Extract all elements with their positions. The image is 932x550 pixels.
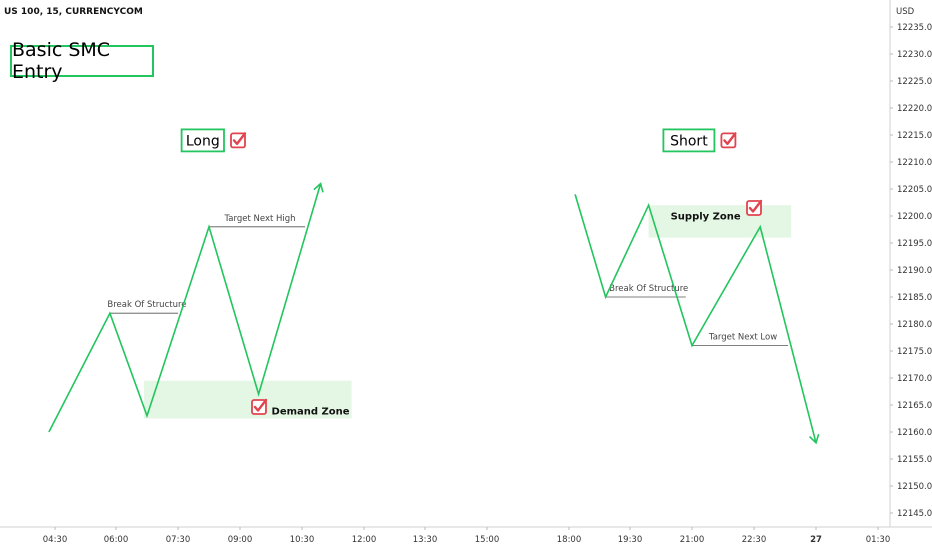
- series-arrow-head: [808, 433, 820, 445]
- x-tick-label: 27: [810, 535, 822, 545]
- chart-title-box: Basic SMC Entry: [10, 39, 154, 83]
- x-tick-label: 21:00: [680, 535, 705, 545]
- check-icon-mark: [748, 199, 763, 213]
- x-tick-label: 06:00: [104, 535, 129, 545]
- zone-label: Demand Zone: [272, 407, 350, 418]
- y-tick-label: 12210.0: [897, 158, 932, 168]
- x-tick-label: 18:00: [557, 535, 582, 545]
- y-tick-label: 12205.0: [897, 185, 932, 195]
- zone-box: [648, 205, 792, 238]
- y-tick-label: 12155.0: [897, 455, 932, 465]
- x-tick-label: 10:30: [290, 535, 315, 545]
- y-tick-label: 12230.0: [897, 50, 932, 60]
- y-tick-label: 12145.0: [897, 509, 932, 519]
- chart-title: Basic SMC Entry: [12, 39, 111, 83]
- y-tick-label: 12200.0: [897, 212, 932, 222]
- zone-label: Supply Zone: [671, 211, 741, 222]
- x-tick-label: 19:30: [618, 535, 643, 545]
- check-icon-mark: [723, 132, 737, 146]
- y-tick-label: 12235.0: [897, 23, 932, 33]
- zone-box: [143, 380, 352, 419]
- check-icon-mark: [253, 398, 268, 412]
- x-tick-label: 01:30: [866, 535, 891, 545]
- y-tick-label: 12175.0: [897, 347, 932, 357]
- level-label: Target Next Low: [708, 333, 777, 343]
- x-tick-label: 15:00: [475, 535, 500, 545]
- series-arrow-head: [313, 182, 324, 193]
- tag-box: [180, 128, 225, 153]
- x-tick-label: 07:30: [166, 535, 191, 545]
- x-tick-label: 22:30: [742, 535, 767, 545]
- y-tick-label: 12190.0: [897, 266, 932, 276]
- y-tick-label: 12215.0: [897, 131, 932, 141]
- x-tick-label: 09:00: [228, 535, 253, 545]
- series-line: [574, 194, 817, 444]
- y-tick-label: 12180.0: [897, 320, 932, 330]
- y-tick-label: 12160.0: [897, 428, 932, 438]
- y-tick-label: 12165.0: [897, 401, 932, 411]
- x-tick-label: 12:00: [352, 535, 377, 545]
- level-label: Break Of Structure: [609, 284, 688, 294]
- level-label: Target Next High: [224, 214, 296, 224]
- y-tick-label: 12220.0: [897, 104, 932, 114]
- y-tick-label: 12185.0: [897, 293, 932, 303]
- y-axis-label: USD: [896, 7, 915, 17]
- tag-label: Short: [670, 133, 708, 149]
- y-tick-label: 12195.0: [897, 239, 932, 249]
- tag-box: [662, 128, 716, 153]
- y-tick-label: 12170.0: [897, 374, 932, 384]
- y-tick-label: 12150.0: [897, 482, 932, 492]
- series-line: [48, 183, 322, 433]
- tag-label: Long: [186, 133, 220, 149]
- check-icon-mark: [232, 132, 247, 146]
- y-tick-label: 12225.0: [897, 77, 932, 87]
- x-tick-label: 13:30: [413, 535, 438, 545]
- symbol-label: US 100, 15, CURRENCYCOM: [4, 7, 143, 17]
- level-label: Break Of Structure: [107, 300, 186, 310]
- x-tick-label: 04:30: [43, 535, 68, 545]
